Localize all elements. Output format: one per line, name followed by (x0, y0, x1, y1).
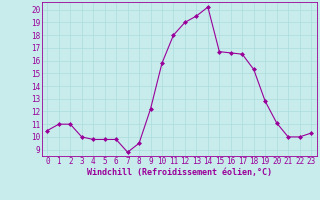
X-axis label: Windchill (Refroidissement éolien,°C): Windchill (Refroidissement éolien,°C) (87, 168, 272, 177)
